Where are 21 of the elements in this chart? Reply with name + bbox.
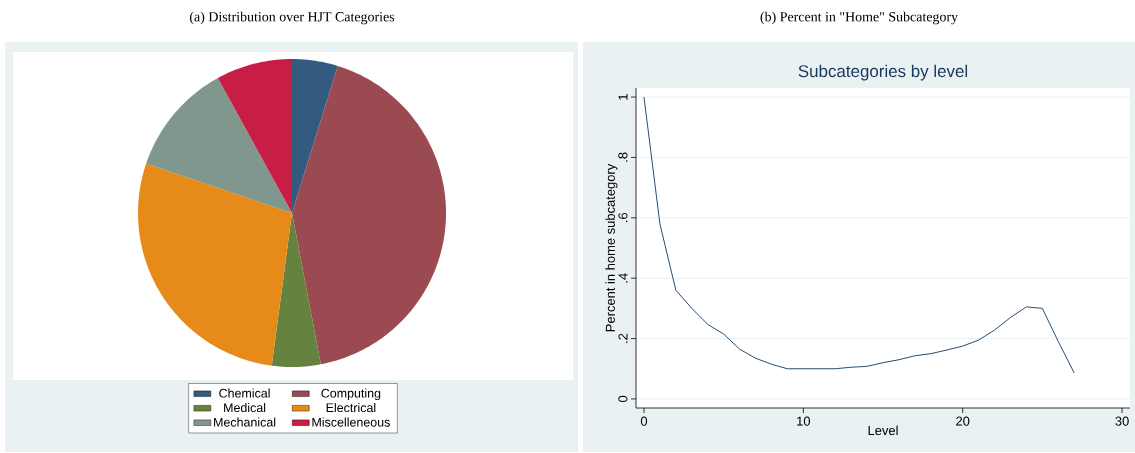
y-tick-label: .4 — [618, 273, 628, 283]
y-tick-label: .6 — [618, 212, 628, 223]
chart-title: (b) Percent in "Home" Subcategory — [760, 11, 959, 25]
y-tick-label: 1 — [618, 94, 628, 100]
y-tick-label: .2 — [618, 333, 628, 343]
x-tick-label: 30 — [1115, 416, 1129, 426]
legend-label: Miscelleneous — [312, 417, 390, 427]
chart-title: (a) Distribution over HJT Categories — [189, 11, 395, 25]
y-axis-title: Percent in home subcategory — [605, 163, 618, 332]
legend-label: Chemical — [219, 388, 270, 398]
chart-subtitle: Subcategories by level — [798, 64, 968, 81]
legend-label: Computing — [321, 388, 381, 401]
legend-label: Mechanical — [214, 417, 276, 427]
x-tick-label: 20 — [956, 416, 970, 426]
y-tick-label: 0 — [618, 395, 628, 403]
x-tick-label: 0 — [640, 416, 648, 426]
legend-label: Medical — [224, 402, 266, 413]
x-axis-title: Level — [868, 425, 898, 436]
y-tick-label: .8 — [618, 152, 628, 162]
x-tick-label: 10 — [797, 416, 811, 426]
legend-label: Electrical — [326, 402, 376, 413]
